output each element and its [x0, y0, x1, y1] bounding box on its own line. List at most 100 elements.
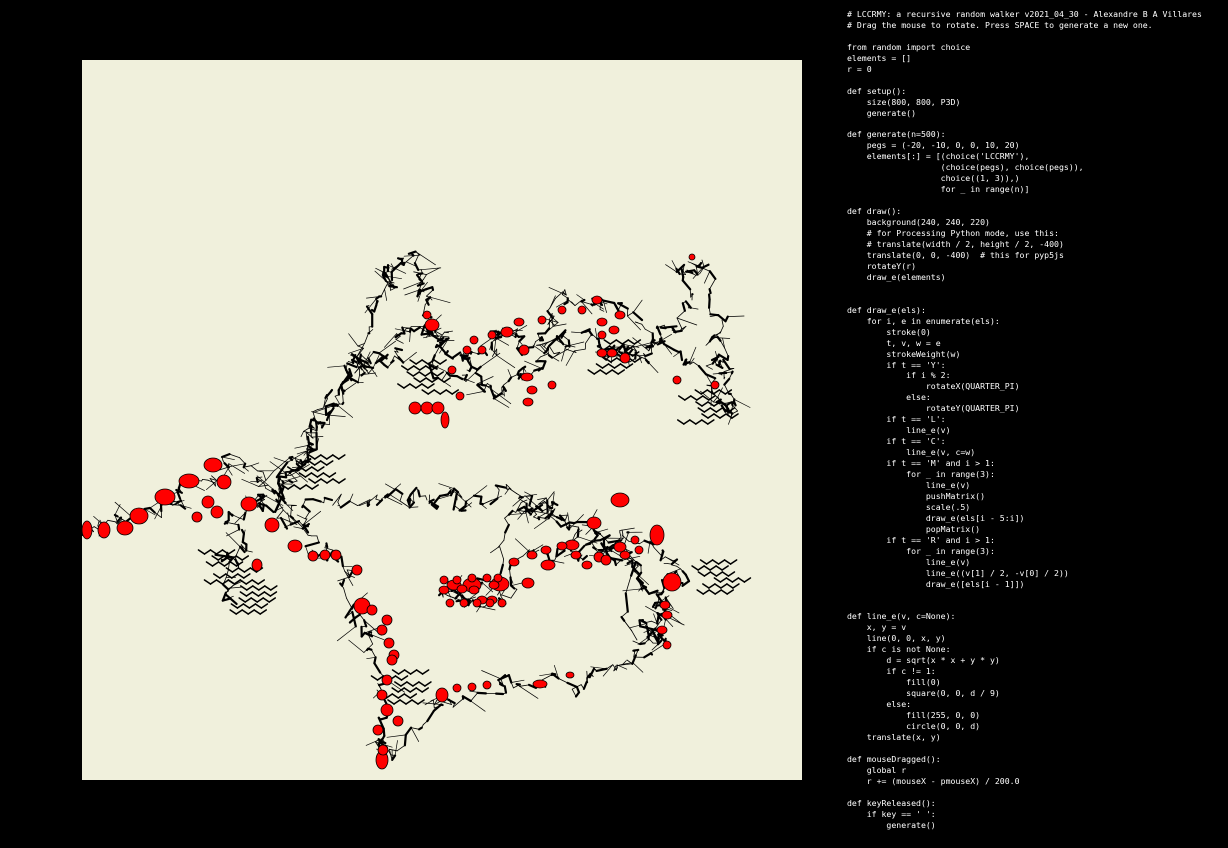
walker-segment	[640, 586, 648, 591]
walker-segment	[205, 561, 214, 567]
red-circle	[467, 682, 477, 692]
red-circle	[532, 679, 548, 689]
code-line: scale(.5)	[847, 501, 971, 512]
walker-segment	[387, 264, 407, 274]
walker-segment	[615, 339, 624, 345]
walker-segment	[491, 348, 498, 357]
code-line: line_e((v[1] / 2, -v[0] / 2))	[847, 567, 1069, 578]
walker-segment	[439, 359, 447, 365]
walker-segment	[229, 609, 237, 615]
red-circle	[351, 564, 363, 576]
walker-segment	[701, 395, 710, 401]
red-circle	[386, 654, 398, 666]
walker-segment	[359, 372, 377, 376]
walker-segment	[595, 667, 608, 673]
walker-segment	[701, 259, 705, 268]
walker-segment	[179, 498, 186, 510]
walker-segment	[394, 347, 399, 353]
walker-segment	[724, 347, 729, 357]
red-circle	[649, 524, 665, 546]
red-circle	[438, 585, 450, 595]
code-line: def mouseDragged():	[847, 753, 941, 764]
code-line: # translate(width / 2, height / 2, -400)	[847, 239, 1064, 250]
code-line: line_e(v)	[847, 425, 951, 436]
walker-segment	[363, 364, 368, 367]
walker-segment	[702, 267, 711, 272]
walker-segment	[715, 351, 720, 366]
red-circle	[82, 520, 93, 540]
walker-segment	[93, 516, 100, 522]
walker-segment	[254, 603, 263, 609]
sketch-canvas[interactable]	[82, 60, 802, 780]
red-circle	[482, 680, 492, 690]
walker-segment	[701, 413, 709, 419]
walker-segment	[391, 693, 400, 699]
walker-segment	[723, 376, 726, 380]
walker-segment	[246, 585, 254, 591]
red-circle	[445, 598, 455, 608]
walker-segment	[355, 361, 360, 371]
walker-segment	[707, 298, 711, 309]
red-circle	[477, 345, 487, 355]
walker-segment	[394, 355, 404, 364]
walker-segment	[728, 413, 733, 425]
code-line: elements[:] = [(choice('LCCRMY'),	[847, 151, 1030, 162]
walker-segment	[318, 423, 330, 425]
walker-segment	[705, 363, 714, 367]
walker-segment	[632, 337, 650, 352]
walker-segment	[415, 251, 436, 266]
walker-segment	[401, 261, 407, 266]
walker-segment	[473, 485, 488, 497]
walker-segment	[280, 517, 298, 525]
walker-segment	[593, 531, 599, 537]
walker-segment	[480, 383, 487, 387]
walker-segment	[338, 505, 342, 508]
walker-segment	[697, 407, 706, 413]
walker-segment	[239, 579, 247, 585]
walker-segment	[389, 280, 395, 284]
walker-segment	[332, 454, 340, 460]
walker-segment	[719, 413, 727, 419]
walker-segment	[209, 478, 216, 487]
walker-segment	[531, 503, 544, 513]
walker-segment	[509, 576, 513, 587]
walker-segment	[507, 369, 512, 378]
red-circle	[518, 344, 530, 356]
walker-segment	[401, 327, 411, 329]
walker-segment	[299, 484, 307, 490]
red-circle	[210, 505, 224, 519]
walker-segment	[337, 501, 340, 506]
walker-segment	[693, 361, 700, 367]
walker-segment	[300, 431, 304, 438]
walker-segment	[320, 478, 328, 484]
walker-segment	[388, 748, 393, 761]
walker-segment	[613, 665, 616, 672]
walker-segment	[337, 454, 346, 460]
walker-segment	[410, 727, 420, 742]
walker-segment	[625, 575, 632, 594]
walker-segment	[714, 583, 722, 589]
walker-segment	[418, 273, 422, 276]
walker-segment	[692, 267, 703, 279]
red-circle	[203, 457, 223, 473]
walker-segment	[533, 517, 549, 529]
walker-segment	[703, 407, 712, 413]
walker-segment	[447, 595, 456, 599]
walker-segment	[403, 687, 412, 693]
walker-segment	[279, 516, 289, 530]
walker-segment	[461, 356, 464, 362]
walker-segment	[492, 392, 503, 400]
red-circle	[610, 492, 630, 508]
walker-segment	[721, 407, 730, 413]
walker-segment	[721, 571, 730, 577]
walker-segment	[676, 419, 685, 425]
walker-segment	[332, 478, 340, 484]
walker-segment	[399, 500, 411, 508]
walker-segment	[296, 514, 306, 520]
walker-segment	[307, 460, 316, 466]
walker-segment	[617, 302, 623, 311]
walker-segment	[725, 413, 733, 419]
walker-segment	[489, 497, 499, 506]
red-circle	[659, 600, 671, 610]
walker-segment	[460, 502, 473, 512]
